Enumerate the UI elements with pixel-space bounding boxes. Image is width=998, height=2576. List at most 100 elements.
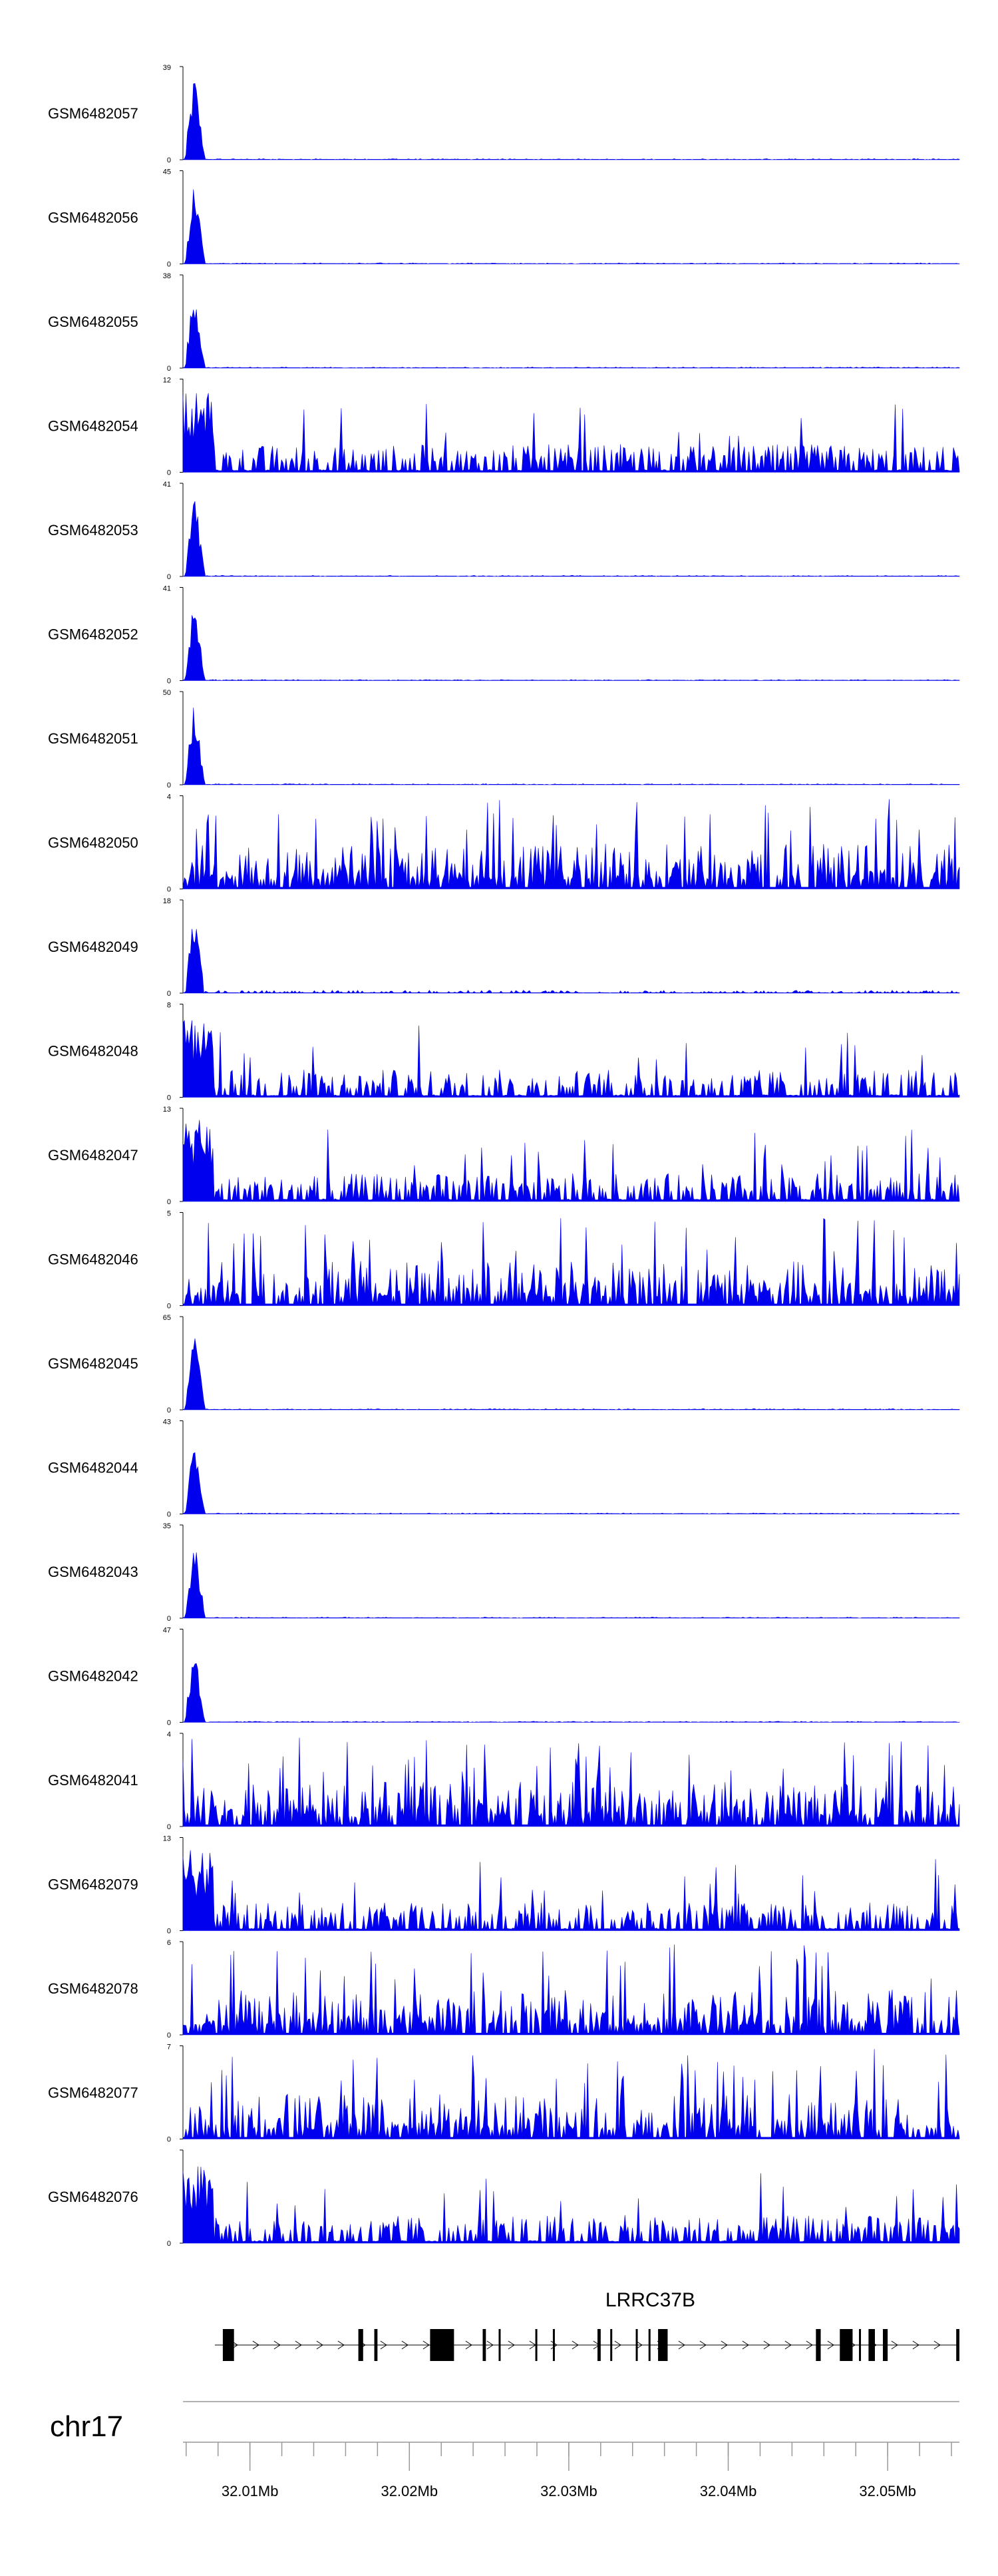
strand-arrow [380, 2340, 387, 2350]
signal-area [182, 393, 960, 473]
strand-arrow [614, 2340, 621, 2350]
signal-area [182, 501, 960, 577]
strand-arrow [273, 2340, 281, 2350]
y-max-label: 47 [163, 1627, 171, 1635]
strand-arrow [827, 2340, 834, 2350]
track-gsm6482054: GSM6482054 12 0 [48, 377, 960, 477]
track-label: GSM6482042 [48, 1668, 138, 1685]
signal-area [182, 1120, 960, 1202]
track-label: GSM6482053 [48, 522, 138, 538]
signal-area [182, 1020, 960, 1098]
strand-arrow [422, 2340, 430, 2350]
track-label: GSM6482043 [48, 1564, 138, 1580]
y-min-label: 0 [167, 1511, 171, 1519]
track-gsm6482076: GSM6482076 0 [48, 2149, 960, 2248]
strand-arrow [784, 2340, 792, 2350]
exon [374, 2329, 378, 2361]
exon [859, 2329, 862, 2361]
track-label: GSM6482047 [48, 1147, 138, 1164]
signal-area [182, 1737, 960, 1827]
track-gsm6482057: GSM6482057 39 0 [48, 64, 960, 164]
track-label: GSM6482077 [48, 2085, 138, 2101]
exon [535, 2329, 538, 2361]
y-min-label: 0 [167, 469, 171, 477]
y-min-label: 0 [167, 2032, 171, 2039]
y-max-label: 7 [167, 2043, 171, 2051]
strand-arrow [508, 2340, 515, 2350]
exon [816, 2329, 821, 2361]
track-label: GSM6482056 [48, 210, 138, 226]
y-min-label: 0 [167, 1406, 171, 1414]
track-gsm6482051: GSM6482051 50 0 [48, 689, 960, 789]
signal-tracks: GSM6482057390GSM6482056450GSM6482055380G… [48, 64, 960, 2248]
track-gsm6482041: GSM6482041 4 0 [48, 1731, 960, 1831]
y-min-label: 0 [167, 1823, 171, 1831]
strand-arrow [337, 2340, 345, 2350]
y-min-label: 0 [167, 1928, 171, 1936]
strand-arrow [699, 2340, 707, 2350]
exon [610, 2329, 613, 2361]
strand-arrow [763, 2340, 770, 2350]
x-tick-label: 32.04Mb [700, 2483, 757, 2499]
track-label: GSM6482041 [48, 1772, 138, 1789]
y-min-label: 0 [167, 781, 171, 789]
x-tick-label: 32.02Mb [381, 2483, 438, 2499]
y-max-label: 8 [167, 1002, 171, 1010]
y-max-label: 35 [163, 1522, 171, 1530]
y-max-label: 41 [163, 585, 171, 593]
genomic-axis-track: chr17 32.01Mb 32.02Mb 32.03Mb 32.04Mb 32.05Mb [50, 2401, 959, 2499]
track-label: GSM6482057 [48, 105, 138, 122]
signal-area [182, 799, 960, 889]
signal-area [182, 1218, 960, 1306]
signal-area [182, 1944, 960, 2036]
y-min-label: 0 [167, 1094, 171, 1102]
track-label: GSM6482044 [48, 1460, 138, 1476]
exon [482, 2329, 486, 2361]
track-gsm6482078: GSM6482078 6 0 [48, 1939, 960, 2039]
track-gsm6482047: GSM6482047 13 0 [48, 1106, 960, 1206]
track-gsm6482042: GSM6482042 47 0 [48, 1627, 960, 1727]
signal-area [182, 2049, 960, 2139]
strand-arrow [572, 2340, 579, 2350]
y-min-label: 0 [167, 2136, 171, 2144]
exon [498, 2329, 501, 2361]
gene-name-label: LRRC37B [605, 2289, 695, 2311]
track-gsm6482049: GSM6482049 18 0 [48, 897, 960, 998]
signal-area [182, 1663, 960, 1723]
y-max-label: 12 [163, 377, 171, 385]
strand-arrow [295, 2340, 302, 2350]
track-label: GSM6482046 [48, 1251, 138, 1268]
strand-arrow [465, 2340, 472, 2350]
track-label: GSM6482054 [48, 418, 138, 435]
track-gsm6482079: GSM6482079 13 0 [48, 1835, 960, 1936]
track-gsm6482044: GSM6482044 43 0 [48, 1418, 960, 1519]
y-max-label: 5 [167, 1210, 171, 1218]
x-tick-label: 32.05Mb [859, 2483, 916, 2499]
chromosome-label: chr17 [50, 2410, 123, 2443]
exon [222, 2329, 234, 2361]
y-min-label: 0 [167, 990, 171, 998]
y-min-label: 0 [167, 1719, 171, 1727]
exon [358, 2329, 363, 2361]
track-gsm6482043: GSM6482043 35 0 [48, 1522, 960, 1623]
y-min-label: 0 [167, 886, 171, 894]
signal-area [182, 1552, 960, 1619]
strand-arrow [806, 2340, 813, 2350]
track-gsm6482056: GSM6482056 45 0 [48, 168, 960, 269]
y-max-label: 65 [163, 1314, 171, 1322]
track-label: GSM6482048 [48, 1043, 138, 1060]
track-label: GSM6482050 [48, 835, 138, 851]
strand-arrow [635, 2340, 643, 2350]
track-gsm6482055: GSM6482055 38 0 [48, 272, 960, 373]
track-gsm6482050: GSM6482050 4 0 [48, 793, 960, 894]
signal-area [182, 1452, 960, 1514]
exon [956, 2329, 959, 2361]
exon [658, 2329, 668, 2361]
y-min-label: 0 [167, 156, 171, 164]
y-max-label: 4 [167, 793, 171, 801]
strand-arrow [401, 2340, 409, 2350]
strand-arrow [252, 2340, 259, 2350]
y-max-label: 38 [163, 272, 171, 280]
track-gsm6482046: GSM6482046 5 0 [48, 1210, 960, 1311]
strand-arrow [486, 2340, 494, 2350]
